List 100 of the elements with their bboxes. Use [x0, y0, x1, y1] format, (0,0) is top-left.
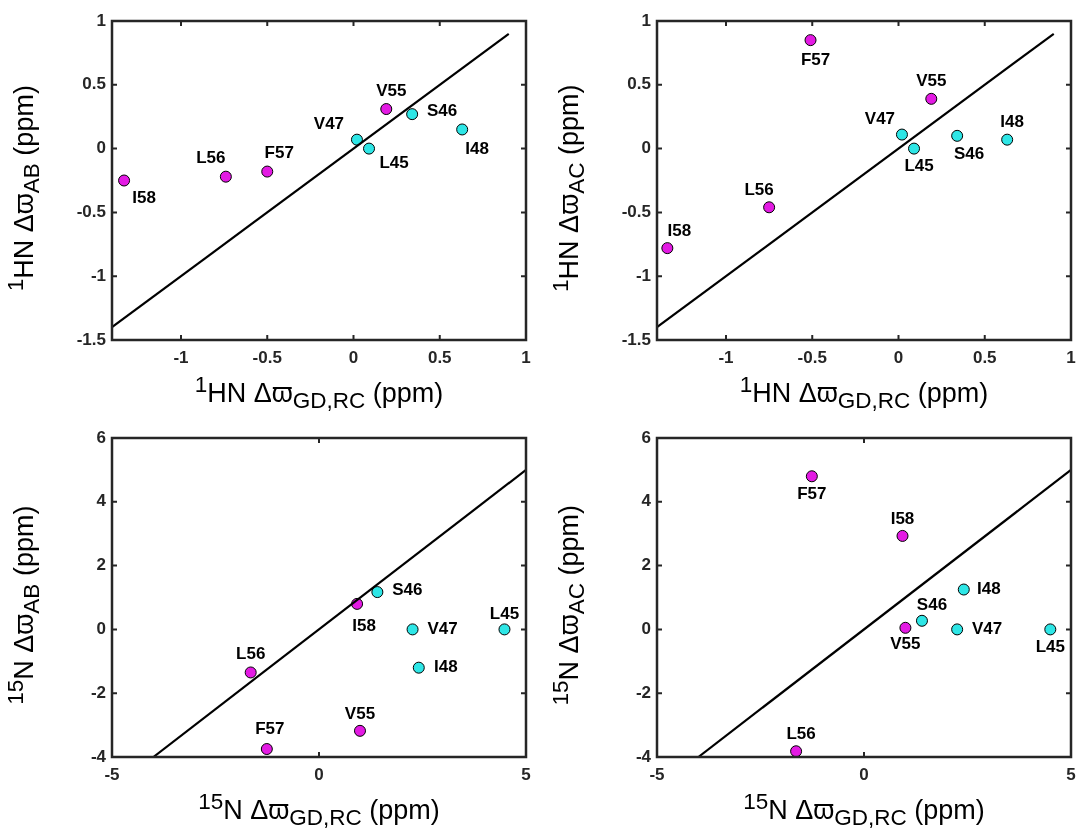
annotation: S46: [916, 595, 948, 615]
y-tick-label: -2: [90, 682, 106, 702]
point: [895, 128, 908, 141]
y-tick-label: -1: [90, 265, 106, 285]
annotation: V55: [376, 80, 407, 100]
x-tick-label: 5: [1066, 764, 1076, 784]
annotation: V47: [972, 619, 1003, 639]
y-tick-label: 1: [96, 10, 106, 30]
y-tick-label: -0.5: [621, 202, 651, 222]
point: [350, 133, 363, 146]
y-tick-label: -4: [90, 746, 107, 766]
point: [244, 666, 257, 679]
point: [118, 174, 131, 187]
annotation: L56: [786, 723, 816, 743]
annotation: L45: [1035, 637, 1065, 657]
y-tick-label: -1: [635, 265, 651, 285]
annotation: S46: [954, 143, 985, 163]
point: [406, 623, 419, 636]
x-axis-title: $^{15}$N Δϖ$_{GD,RC}$ (ppm): [197, 788, 441, 833]
point: [380, 103, 393, 116]
point: [260, 743, 273, 756]
annotation: F57: [264, 143, 294, 163]
annotation: I58: [132, 188, 156, 208]
x-tick-label: 1: [521, 347, 531, 367]
annotation: S46: [392, 579, 423, 599]
point: [1001, 133, 1014, 146]
annotation: I58: [667, 220, 692, 240]
point: [406, 108, 419, 121]
annotation: V55: [916, 70, 947, 90]
x-tick-label: 0: [893, 347, 904, 367]
annotation: F57: [255, 718, 285, 738]
x-tick-label: -0.5: [797, 347, 827, 367]
y-tick-label: 1: [641, 10, 651, 30]
x-tick-label: -5: [649, 764, 665, 784]
annotation: V55: [890, 634, 921, 654]
annotation: L56: [744, 179, 774, 199]
annotation: L56: [196, 148, 226, 168]
y-tick-label: 4: [641, 491, 652, 511]
y-tick-label: -1.5: [621, 329, 651, 349]
y-tick-label: 0.5: [82, 74, 106, 94]
x-tick-label: 5: [521, 764, 531, 784]
x-tick-label: -0.5: [252, 347, 282, 367]
point: [261, 165, 274, 178]
y-tick-label: -0.5: [76, 202, 106, 222]
point: [951, 129, 964, 142]
point: [353, 724, 366, 737]
point: [371, 586, 384, 599]
point: [805, 470, 818, 483]
y-tick-label: 4: [96, 491, 107, 511]
y-tick-label: 0.5: [627, 74, 651, 94]
annotation: L56: [236, 644, 266, 664]
x-axis-title: $^{1}$HN Δϖ$_{GD,RC}$ (ppm): [193, 371, 445, 416]
y-tick-label: 2: [641, 555, 651, 575]
y-tick-label: 6: [641, 427, 651, 447]
point: [925, 92, 938, 105]
point: [456, 123, 469, 136]
point: [908, 142, 921, 155]
point: [661, 242, 674, 255]
annotation: I48: [433, 657, 458, 677]
annotation: L45: [904, 156, 934, 176]
annotation: I48: [465, 139, 489, 159]
point: [804, 34, 817, 47]
point: [951, 623, 964, 636]
annotation: V47: [313, 114, 345, 134]
y-tick-label: 0: [641, 619, 651, 639]
y-tick-label: 2: [96, 555, 106, 575]
y-tick-label: 0: [96, 619, 106, 639]
x-tick-label: -1: [173, 347, 189, 367]
point: [899, 621, 912, 634]
x-tick-label: 0: [314, 764, 324, 784]
annotation: S46: [427, 100, 458, 120]
point: [219, 170, 232, 183]
annotation: L45: [379, 153, 409, 173]
annotation: I58: [352, 615, 376, 635]
point: [915, 614, 928, 627]
y-tick-label: 0: [641, 138, 651, 158]
point: [957, 583, 970, 596]
point: [790, 745, 803, 757]
x-tick-label: -1: [718, 347, 734, 367]
y-tick-label: -2: [635, 682, 651, 702]
point: [896, 529, 909, 542]
annotation: V47: [864, 109, 896, 129]
x-axis-title: $^{1}$HN Δϖ$_{GD,RC}$ (ppm): [738, 371, 990, 416]
x-tick-label: 0.5: [427, 347, 452, 367]
point: [363, 142, 376, 155]
annotation: I48: [976, 579, 1001, 599]
point: [1044, 623, 1057, 636]
point: [412, 661, 425, 674]
y-tick-label: -4: [635, 746, 652, 766]
annotation: F57: [800, 49, 831, 69]
x-tick-label: 0: [348, 347, 359, 367]
point: [763, 201, 776, 214]
y-tick-label: -1.5: [76, 329, 106, 349]
x-tick-label: 0: [859, 764, 869, 784]
annotation: F57: [797, 483, 827, 503]
y-tick-label: 6: [96, 427, 106, 447]
y-tick-label: 0: [96, 138, 106, 158]
x-axis-title: $^{15}$N Δϖ$_{GD,RC}$ (ppm): [742, 788, 986, 833]
annotation: I48: [1000, 112, 1024, 132]
annotation: L45: [489, 604, 520, 624]
